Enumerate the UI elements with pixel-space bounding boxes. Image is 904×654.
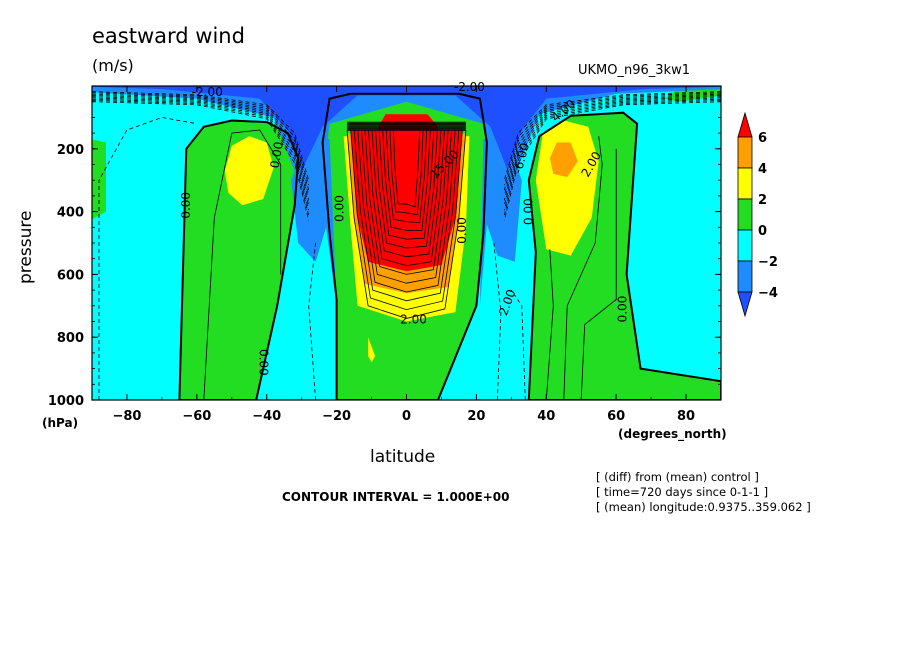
contour-zero-eq [321,92,488,400]
contour-neg-right-6 [503,98,721,211]
contour-pos-sh-lobe [203,129,282,400]
x-axis-label: latitude [370,447,436,467]
colorbar-segment-4_6 [737,136,753,169]
contour-pos-jet-5 [364,129,449,275]
x-tick-label: 20 [467,409,485,424]
contour-neg-left-5 [92,97,310,206]
band-0_2-top-right [665,86,721,102]
x-tick-label: −60 [182,409,211,424]
x-tick-label: 40 [537,409,555,424]
band-2_4-sh [224,136,274,206]
x-tick-label: −40 [252,409,281,424]
contour-pos-jet-9 [378,129,435,240]
contour-pos-jet-1 [350,129,463,311]
contour-pos-jet-2 [353,129,460,302]
contour-neg-left-1 [92,92,310,186]
contour-pos-jet-6 [368,129,445,267]
colorbar-segment-0_2 [737,198,753,231]
y-tick-label: 1000 [48,394,84,409]
x-tick-label: −80 [112,409,141,424]
x-tick-label: −20 [322,409,351,424]
contour-pos-jet-4 [361,129,452,284]
colorbar-arrow-top [737,111,753,138]
contour-neg-right-7 [503,100,721,216]
contour-neg-right-3 [503,95,721,196]
contour-neg-left-2 [92,93,310,191]
contour-label-0: 0.00 [179,192,193,219]
y-tick-label: 600 [57,268,84,283]
y-axis-unit: (hPa) [42,416,79,430]
band-2_4-nh [535,120,599,256]
contour-neg-nh-mid [493,242,502,400]
colorbar-label: 2 [758,193,767,208]
contour-label-7: 2.00 [400,312,427,326]
contour-pos-nh-lobe-a [545,249,554,400]
colorbar-segment--2_0 [737,229,753,262]
contour-label-2: 0.00 [267,141,285,170]
contour-pos-jet-12 [389,129,424,216]
x-tick-label: 0 [402,409,411,424]
contour-pos-jet-7 [371,129,442,258]
contour-pos-nh-lobe-c [580,148,617,400]
contour-pos-jet-0 [346,129,467,319]
contour-pos-jet-10 [382,129,431,231]
band-2_4-bubble [368,337,376,363]
colorbar-label: 4 [758,162,767,177]
contour-label-6: 0.00 [616,296,630,323]
y-tick-label: 800 [57,331,84,346]
contour-pos-jet-3 [357,129,456,293]
contour-zero-sh [178,119,300,400]
contour-neg-left-6 [92,98,310,211]
contour-neg-right-0 [503,91,721,181]
contour-label-5: 0.00 [521,198,535,225]
y-axis-label: pressure [16,210,36,284]
contour-label-3: 0.00 [333,195,347,222]
colorbar-label: 6 [758,131,767,146]
dataset-name: UKMO_n96_3kw1 [578,63,690,78]
colorbar-segment-2_4 [737,167,753,200]
colorbar-label: −2 [758,255,778,270]
colorbar-arrow-bottom [737,291,753,318]
contour-neg-right-1 [503,92,721,186]
meta-line-longitude: [ (mean) longitude:0.9375..359.062 ] [596,500,811,514]
meta-line-diff: [ (diff) from (mean) control ] [596,470,759,484]
contour-pos-jet-11 [385,129,428,224]
contour-pos-nh-lobe-b [563,136,603,400]
band-0_2-sh-lobe [179,120,299,400]
contour-neg-left-3 [92,95,310,196]
contour-label-4: 0.00 [455,217,469,244]
contour-zero-nh [527,111,721,400]
contour-interval: CONTOUR INTERVAL = 1.000E+00 [282,490,510,504]
contour-label-12: -2.00 [454,80,485,94]
contour-pos-jet-13 [393,129,420,208]
contour-neg-right-5 [503,97,721,206]
colorbar-label: 0 [758,224,767,239]
contour-neg-right-8 [503,101,721,221]
contour-neg-right-2 [503,93,721,191]
colorbar-segment--4_-2 [737,260,753,293]
x-tick-label: 80 [677,409,695,424]
x-axis-unit: (degrees_north) [618,427,727,441]
contour-pos-jet-8 [375,129,438,249]
contour-neg-sh-mid [308,242,316,400]
contour-neg-left-0 [92,91,310,181]
band--4_-2-nh-tongue [479,133,522,306]
chart-title: eastward wind [92,24,245,48]
meta-line-time: [ time=720 days since 0-1-1 ] [596,485,769,499]
contour-neg-nh-outer [510,289,526,400]
contour-neg-left-8 [92,101,310,221]
colorbar-label: −4 [758,286,778,301]
contour-label-1: 0.00 [257,349,271,376]
contour-neg-left-7 [92,100,310,216]
y-tick-label: 400 [57,206,84,221]
band-4_6-nh [549,142,578,178]
contour-label-11: -2.00 [192,85,223,99]
y-tick-label: 200 [57,143,84,158]
chart-units: (m/s) [92,56,134,75]
contour-neg-right-4 [503,96,721,201]
x-tick-label: 60 [607,409,625,424]
contour-neg-left-4 [92,96,310,201]
